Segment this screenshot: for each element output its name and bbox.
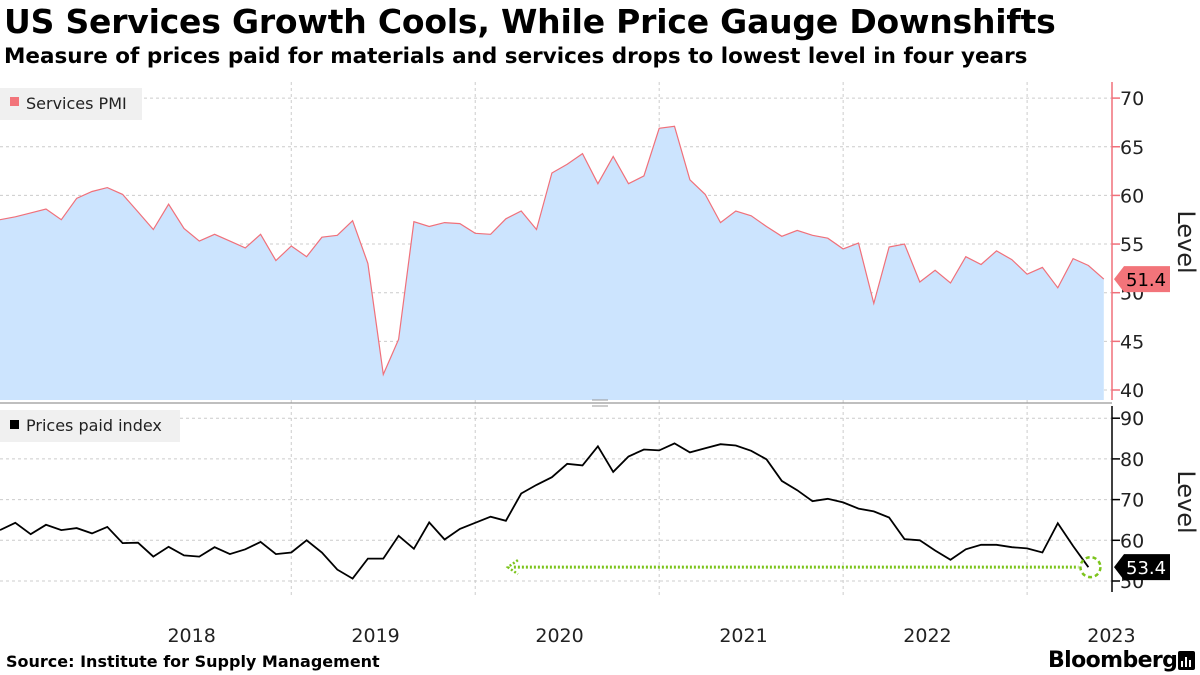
services-pmi-line (0, 125, 1105, 377)
x-tick-label: 2022 (903, 625, 951, 647)
prices-legend-swatch (10, 420, 19, 429)
pmi-last-value-badge (1114, 266, 1170, 293)
pmi-y-tick-label: 40 (1120, 380, 1144, 402)
prices-y-tick-label: 70 (1120, 490, 1144, 512)
pmi-legend-box (0, 88, 142, 120)
pmi-y-tick-label: 70 (1120, 88, 1144, 110)
chart-subtitle: Measure of prices paid for materials and… (4, 44, 1028, 69)
x-tick-label: 2018 (167, 625, 215, 647)
x-tick-label: 2019 (351, 625, 399, 647)
pmi-last-value-label: 51.4 (1126, 270, 1166, 291)
bloomberg-chart-icon (1178, 651, 1195, 670)
axes: 404550556065705060708090LevelLevel51.453… (0, 82, 1200, 647)
latest-value-highlight-circle (1079, 555, 1102, 579)
prices-legend-box (0, 410, 180, 442)
prices-axis-title: Level (1172, 470, 1200, 533)
prices-y-tick-label: 90 (1120, 408, 1144, 430)
pmi-legend-swatch (10, 97, 19, 106)
pmi-y-tick-label: 55 (1120, 234, 1144, 256)
prices-last-value-label: 53.4 (1126, 558, 1166, 579)
reference-arrowhead (505, 559, 519, 576)
chart-title: US Services Growth Cools, While Price Ga… (4, 2, 1056, 41)
x-tick-label: 2020 (535, 625, 583, 647)
prices-legend-label: Prices paid index (26, 416, 162, 435)
prices-paid-panel: Prices paid index (0, 410, 1102, 580)
services-pmi-area (0, 126, 1104, 401)
pmi-y-tick-label: 60 (1120, 185, 1144, 207)
prices-y-tick-label: 60 (1120, 530, 1144, 552)
x-tick-label: 2021 (719, 625, 767, 647)
bloomberg-logo: Bloomberg (1048, 648, 1178, 673)
pmi-y-tick-label: 65 (1120, 137, 1144, 159)
x-tick-label: 2023 (1087, 625, 1135, 647)
pmi-legend-label: Services PMI (26, 94, 127, 113)
prices-paid-line (0, 442, 1090, 580)
pmi-axis-title: Level (1172, 210, 1200, 273)
pmi-y-tick-label: 45 (1120, 331, 1144, 353)
prices-last-value-badge (1114, 554, 1170, 581)
services-pmi-panel: Services PMI (0, 88, 1105, 401)
source-note: Source: Institute for Supply Management (6, 652, 380, 671)
prices-y-tick-label: 80 (1120, 449, 1144, 471)
